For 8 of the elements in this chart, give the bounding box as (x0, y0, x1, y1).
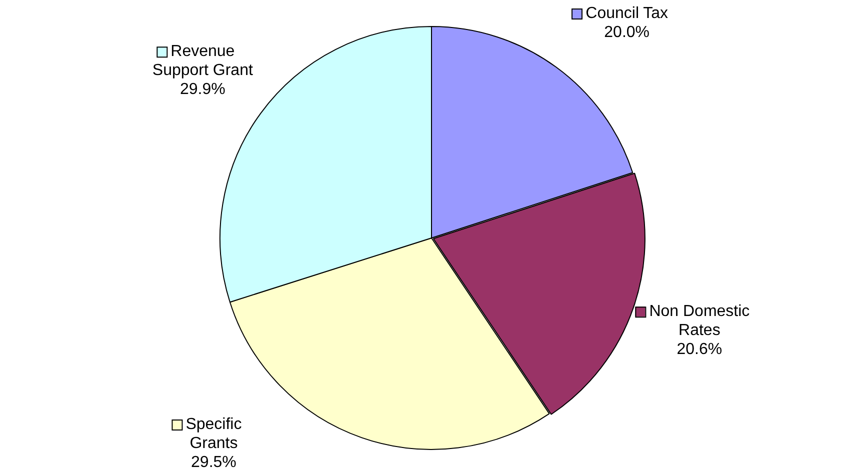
data-label: 29.5% (191, 454, 236, 471)
legend-label: Non Domestic Rates (649, 303, 750, 340)
data-label: 20.6% (676, 341, 722, 358)
data-label: 20.0% (604, 24, 650, 41)
legend-label: Specific Grants (186, 416, 242, 452)
legend-label: Council Tax (586, 4, 668, 22)
data-label: 29.9% (180, 81, 226, 98)
legend-label: Revenue Support Grant (152, 43, 254, 80)
